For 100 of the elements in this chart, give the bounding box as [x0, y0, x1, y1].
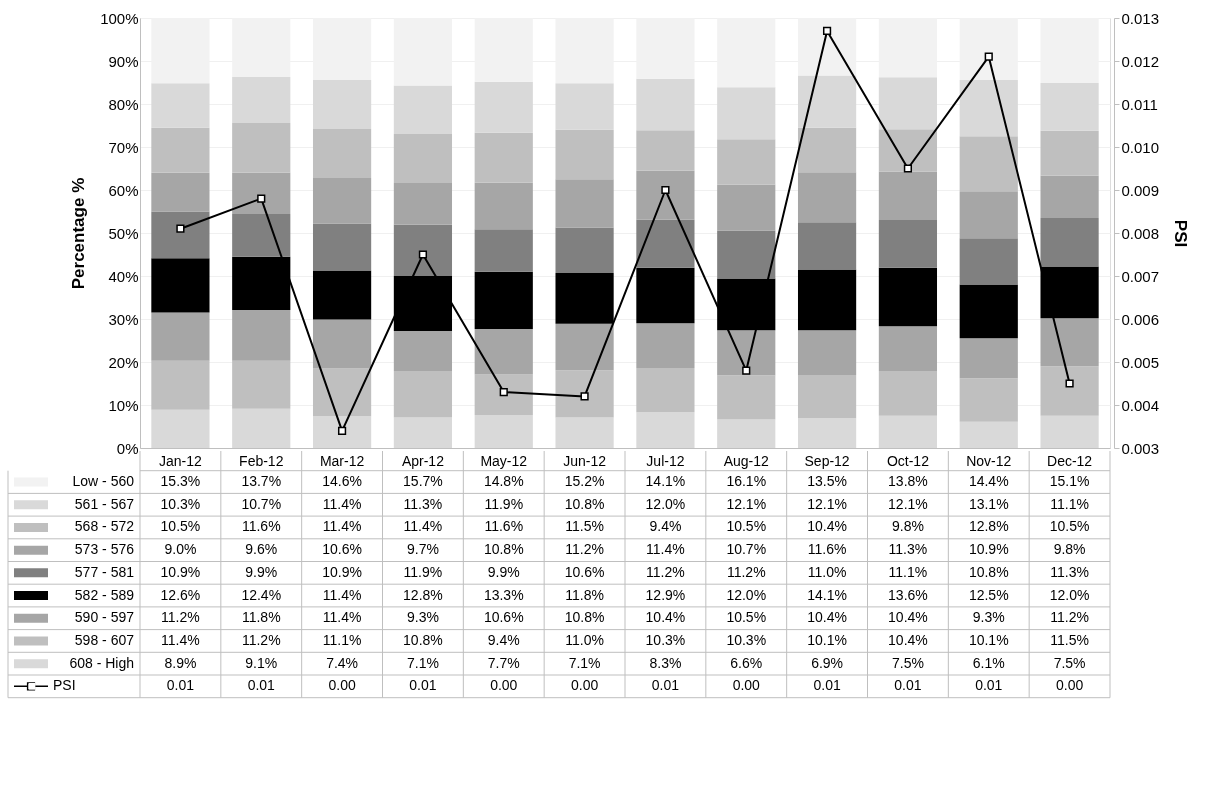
bar — [232, 309, 291, 361]
bar — [151, 83, 210, 128]
bar — [959, 191, 1018, 239]
data-label: 12.1% — [888, 495, 928, 512]
y-tick-label: 60% — [108, 181, 139, 199]
data-label: 10.5% — [1049, 518, 1090, 535]
bar — [312, 177, 372, 224]
data-label: 11.3% — [403, 495, 443, 512]
data-label: 0.00 — [570, 677, 599, 694]
data-label: 11.4% — [322, 518, 362, 535]
bar — [717, 375, 776, 420]
data-label: 11.9% — [484, 495, 524, 512]
data-label: 11.1% — [888, 563, 928, 580]
data-label: 0.00 — [1055, 677, 1084, 694]
x-tick-label: Jul-12 — [646, 452, 685, 469]
data-label: 11.6% — [807, 541, 847, 558]
bar — [959, 338, 1018, 379]
data-label: 14.8% — [483, 473, 524, 490]
data-label: 10.4% — [807, 609, 847, 626]
data-label: 15.1% — [1049, 473, 1090, 490]
x-tick-label: Nov-12 — [966, 452, 1012, 469]
point — [580, 392, 589, 401]
bar — [393, 417, 453, 448]
bar — [878, 415, 938, 448]
y-tick-label: 10% — [108, 396, 139, 414]
data-label: 12.1% — [807, 495, 847, 512]
y2-tick-label: 0.004 — [1121, 396, 1160, 414]
data-label: 10.4% — [645, 609, 686, 626]
bar — [555, 323, 614, 371]
data-label: 11.9% — [403, 563, 443, 580]
data-label: 12.4% — [241, 586, 282, 603]
bar — [232, 360, 291, 409]
point — [742, 366, 751, 375]
data-label: 11.4% — [322, 609, 362, 626]
y-tick-label: 0% — [116, 439, 139, 457]
data-label: 13.7% — [241, 473, 282, 490]
bar — [1040, 217, 1099, 267]
y-tick-label: 100% — [100, 9, 139, 27]
point — [1065, 379, 1074, 388]
y-tick-label: 50% — [108, 224, 139, 242]
bar — [393, 224, 453, 276]
data-label: 9.4% — [487, 631, 520, 648]
bar — [232, 172, 291, 215]
data-label: 11.8% — [241, 609, 281, 626]
data-label: 10.6% — [483, 609, 524, 626]
bar — [878, 267, 938, 327]
point — [822, 26, 832, 35]
x-tick-label: Oct-12 — [886, 452, 930, 469]
bar — [555, 272, 614, 324]
legend-label: 573 - 576 — [74, 541, 135, 558]
bar — [232, 408, 291, 448]
bar — [878, 129, 938, 172]
data-label: 9.8% — [891, 518, 924, 535]
legend-label: 561 - 567 — [74, 495, 135, 512]
data-label: 11.8% — [565, 586, 604, 603]
bar — [312, 128, 372, 178]
data-label: 12.5% — [968, 586, 1009, 603]
data-label: 6.1% — [972, 654, 1005, 671]
data-label: 11.2% — [241, 631, 281, 648]
data-label: 10.3% — [645, 631, 686, 648]
data-label: 11.2% — [161, 609, 200, 626]
point — [903, 164, 913, 173]
data-label: 0.01 — [813, 677, 841, 694]
data-label: 10.5% — [160, 518, 201, 535]
point — [418, 250, 428, 259]
data-label: 16.1% — [726, 473, 767, 490]
data-label: 10.7% — [241, 495, 282, 512]
y2-tick-label: 0.005 — [1121, 353, 1160, 371]
data-label: 10.8% — [483, 541, 524, 558]
bar — [878, 77, 938, 130]
data-label: 0.00 — [490, 677, 518, 694]
bar — [878, 371, 938, 416]
point — [499, 388, 508, 397]
data-label: 12.0% — [726, 586, 767, 603]
data-label: 7.7% — [487, 654, 520, 671]
bar — [474, 271, 533, 329]
bar — [959, 378, 1018, 422]
data-label: 11.3% — [1050, 563, 1089, 580]
bar — [717, 139, 776, 185]
data-label: 8.9% — [164, 654, 197, 671]
legend-label: 608 - High — [69, 654, 134, 671]
y2-tick-label: 0.010 — [1121, 138, 1160, 156]
data-label: 9.0% — [164, 541, 197, 558]
data-label: 12.9% — [645, 586, 686, 603]
data-label: 0.01 — [894, 677, 922, 694]
bar — [151, 409, 210, 448]
data-label: 13.8% — [888, 473, 928, 490]
data-label: 11.4% — [322, 495, 362, 512]
data-label: 0.01 — [651, 677, 680, 694]
bar — [474, 229, 533, 272]
bar — [393, 276, 453, 332]
data-label: 7.4% — [326, 654, 359, 671]
bar — [151, 312, 210, 361]
data-label: 13.6% — [888, 586, 928, 603]
data-label: 10.8% — [403, 631, 443, 648]
y2-tick-label: 0.009 — [1121, 181, 1160, 199]
data-label: 10.1% — [807, 631, 847, 648]
data-label: 10.6% — [564, 563, 605, 580]
data-label: 11.0% — [807, 563, 847, 580]
data-label: 10.6% — [322, 541, 362, 558]
